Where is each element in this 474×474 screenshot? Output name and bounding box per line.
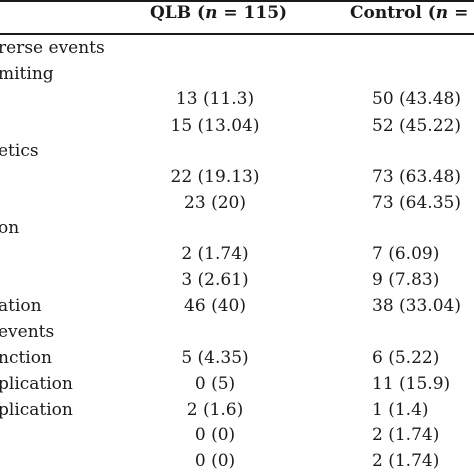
control-value: 2 (1.74) — [372, 425, 440, 445]
row-label: events — [0, 322, 55, 342]
control-value: 11 (15.9) — [372, 374, 451, 394]
header-rule — [0, 33, 474, 35]
qlb-value: 15 (13.04) — [170, 116, 260, 136]
control-value: 52 (45.22) — [372, 116, 461, 136]
row-label: on — [0, 218, 20, 238]
row-label: rerse events — [0, 38, 105, 58]
qlb-value: 0 (0) — [194, 425, 236, 445]
control-value: 38 (33.04) — [372, 296, 461, 316]
column-header-control: Control (n = — [350, 3, 468, 23]
row-label: ation — [0, 296, 42, 316]
qlb-value: 23 (20) — [184, 193, 246, 213]
control-value: 1 (1.4) — [372, 400, 429, 420]
control-value: 7 (6.09) — [372, 244, 440, 264]
qlb-value: 46 (40) — [184, 296, 246, 316]
column-header-control-n: n — [435, 3, 449, 23]
column-header-qlb-count: = 115) — [217, 3, 288, 23]
control-value: 6 (5.22) — [372, 348, 440, 368]
qlb-value: 2 (1.74) — [181, 244, 249, 264]
row-label: plication — [0, 374, 73, 394]
column-header-qlb-label: QLB ( — [150, 3, 206, 23]
qlb-value: 22 (19.13) — [170, 167, 260, 187]
control-value: 73 (63.48) — [372, 167, 461, 187]
table-top-rule — [0, 0, 474, 2]
row-label: etics — [0, 141, 39, 161]
qlb-value: 0 (0) — [194, 451, 236, 471]
column-header-control-label: Control ( — [350, 3, 436, 23]
column-header-qlb: QLB (n = 115) — [150, 3, 287, 23]
column-header-control-count: = — [448, 3, 469, 23]
row-label: plication — [0, 400, 73, 420]
control-value: 9 (7.83) — [372, 270, 440, 290]
column-header-qlb-n: n — [205, 3, 218, 23]
qlb-value: 2 (1.6) — [186, 400, 244, 420]
qlb-value: 3 (2.61) — [181, 270, 249, 290]
qlb-value: 13 (11.3) — [175, 89, 255, 109]
qlb-value: 5 (4.35) — [181, 348, 249, 368]
qlb-value: 0 (5) — [194, 374, 236, 394]
control-value: 50 (43.48) — [372, 89, 461, 109]
control-value: 2 (1.74) — [372, 451, 440, 471]
row-label: miting — [0, 64, 54, 84]
row-label: nction — [0, 348, 52, 368]
control-value: 73 (64.35) — [372, 193, 461, 213]
